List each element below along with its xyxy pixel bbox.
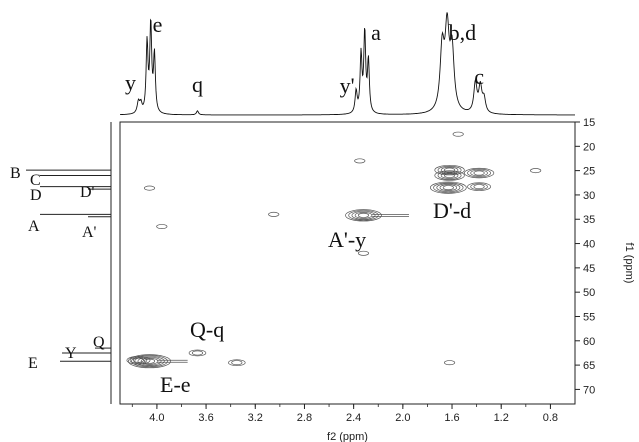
cross-peak-contour [140,357,159,365]
minor-peak-contour [473,184,485,190]
y-tick-label: 15 [583,117,595,129]
y-axis: 15 20 25 30 35 40 45 50 55 60 65 70 [575,117,595,396]
minor-peak-contour [357,250,370,256]
minor-peak-contour [437,171,462,180]
minor-peak-contour [354,158,366,164]
cross-peak-contour [429,181,467,194]
minor-peak-contour [156,224,168,229]
proton-spectrum [120,12,575,116]
minor-peak-contour [268,211,280,217]
carbon-spectrum [26,122,112,404]
cross-peak-contour [354,212,373,219]
minor-peak-contour [437,165,462,175]
cross-peak-contour [134,356,165,367]
minor-peak-contour [143,185,156,191]
y-tick-label: 45 [583,263,595,275]
proton-peak-label: y [125,70,136,95]
y-tick-label: 65 [583,360,595,372]
x-tick-label: 0.8 [543,412,558,424]
minor-peak-contour [231,360,243,366]
minor-peak-contour [440,172,459,179]
y-tick-label: 50 [583,287,595,299]
y-tick-label: 20 [583,141,595,153]
minor-peak-contour [530,168,542,174]
minor-peak-contour [126,355,151,365]
cross-peak-labels: A'-y D'-d Q-q E-e [160,198,471,397]
cross-peak-contour [137,356,162,366]
cross-peak-contour [439,184,458,191]
minor-peak-contour [434,164,465,176]
proton-peak-label: e [153,12,163,37]
cross-peak-contour [345,209,382,222]
cross-peak-contour [442,185,454,191]
x-axis: 4.0 3.6 3.2 2.8 2.4 2.0 1.6 1.2 0.8 [131,404,558,424]
cross-peak-contour [348,210,379,221]
minor-peak-contour [129,356,148,364]
minor-peak-contour [463,167,495,179]
y-tick-label: 60 [583,336,595,348]
cross-peak-label: E-e [160,372,191,397]
proton-peak-labels: y e q y' a b,d c [125,12,484,98]
cross-peak-contour [351,211,376,220]
proton-peak-label: a [371,20,381,45]
minor-peak-contour [434,170,465,181]
proton-peak-label: c [474,64,484,89]
x-tick-label: 3.2 [248,412,263,424]
cross-peak-contour [127,354,172,369]
x-tick-label: 2.0 [395,412,410,424]
plot-frame [119,121,576,405]
x-tick-label: 2.4 [346,412,361,424]
carbon-peak-label: B [10,165,21,182]
minor-peak-contour [470,183,488,191]
carbon-peak-label: A' [82,224,97,241]
carbon-peak-label: D [30,187,42,204]
proton-peak-label: y' [340,73,355,98]
x-tick-label: 1.6 [444,412,459,424]
cross-peak-contour [188,349,207,357]
cross-peak-contour [436,183,461,192]
carbon-peak-label: E [28,355,38,372]
cross-peak-label: Q-q [190,317,224,342]
proton-peak-label: b,d [449,20,477,45]
x-tick-label: 1.2 [494,412,509,424]
minor-peak-contour [470,169,488,177]
y-tick-label: 40 [583,239,595,251]
cross-peak-contour [131,355,168,368]
carbon-peak-label: C [30,172,41,189]
minor-peak-contour [228,359,246,367]
y-tick-label: 35 [583,214,595,226]
carbon-peak-label: Y [65,345,77,362]
y-tick-label: 55 [583,311,595,323]
carbon-peak-labels: B CD D' A A' QY E [10,165,105,372]
y-tick-label: 25 [583,166,595,178]
minor-peak-contour [467,182,492,191]
carbon-peak-label: D' [80,184,95,201]
x-tick-label: 4.0 [149,412,164,424]
minor-peak-contour [444,173,456,178]
carbon-peak-label: Q [93,334,105,351]
minor-peak-contour [132,357,144,363]
cross-peak-contours [126,131,542,369]
x-axis-label: f2 (ppm) [327,431,368,442]
x-tick-label: 3.6 [198,412,213,424]
cross-peak-label: D'-d [433,198,471,223]
cross-peak-contour [433,182,464,193]
y-tick-label: 30 [583,190,595,202]
cross-peak-label: A'-y [328,227,366,252]
cross-peak-contour [357,212,370,218]
carbon-peak-label: A [28,218,40,235]
y-axis-label: f1 (ppm) [623,243,635,284]
minor-peak-contour [452,131,464,137]
minor-peak-contour [467,168,492,178]
x-tick-label: 2.8 [297,412,312,424]
minor-peak-contour [473,170,485,176]
proton-peak-label: q [192,72,203,97]
y-tick-label: 70 [583,384,595,396]
cross-peak-contour [191,350,204,356]
minor-peak-contour [444,360,456,366]
proton-trace [120,12,575,116]
